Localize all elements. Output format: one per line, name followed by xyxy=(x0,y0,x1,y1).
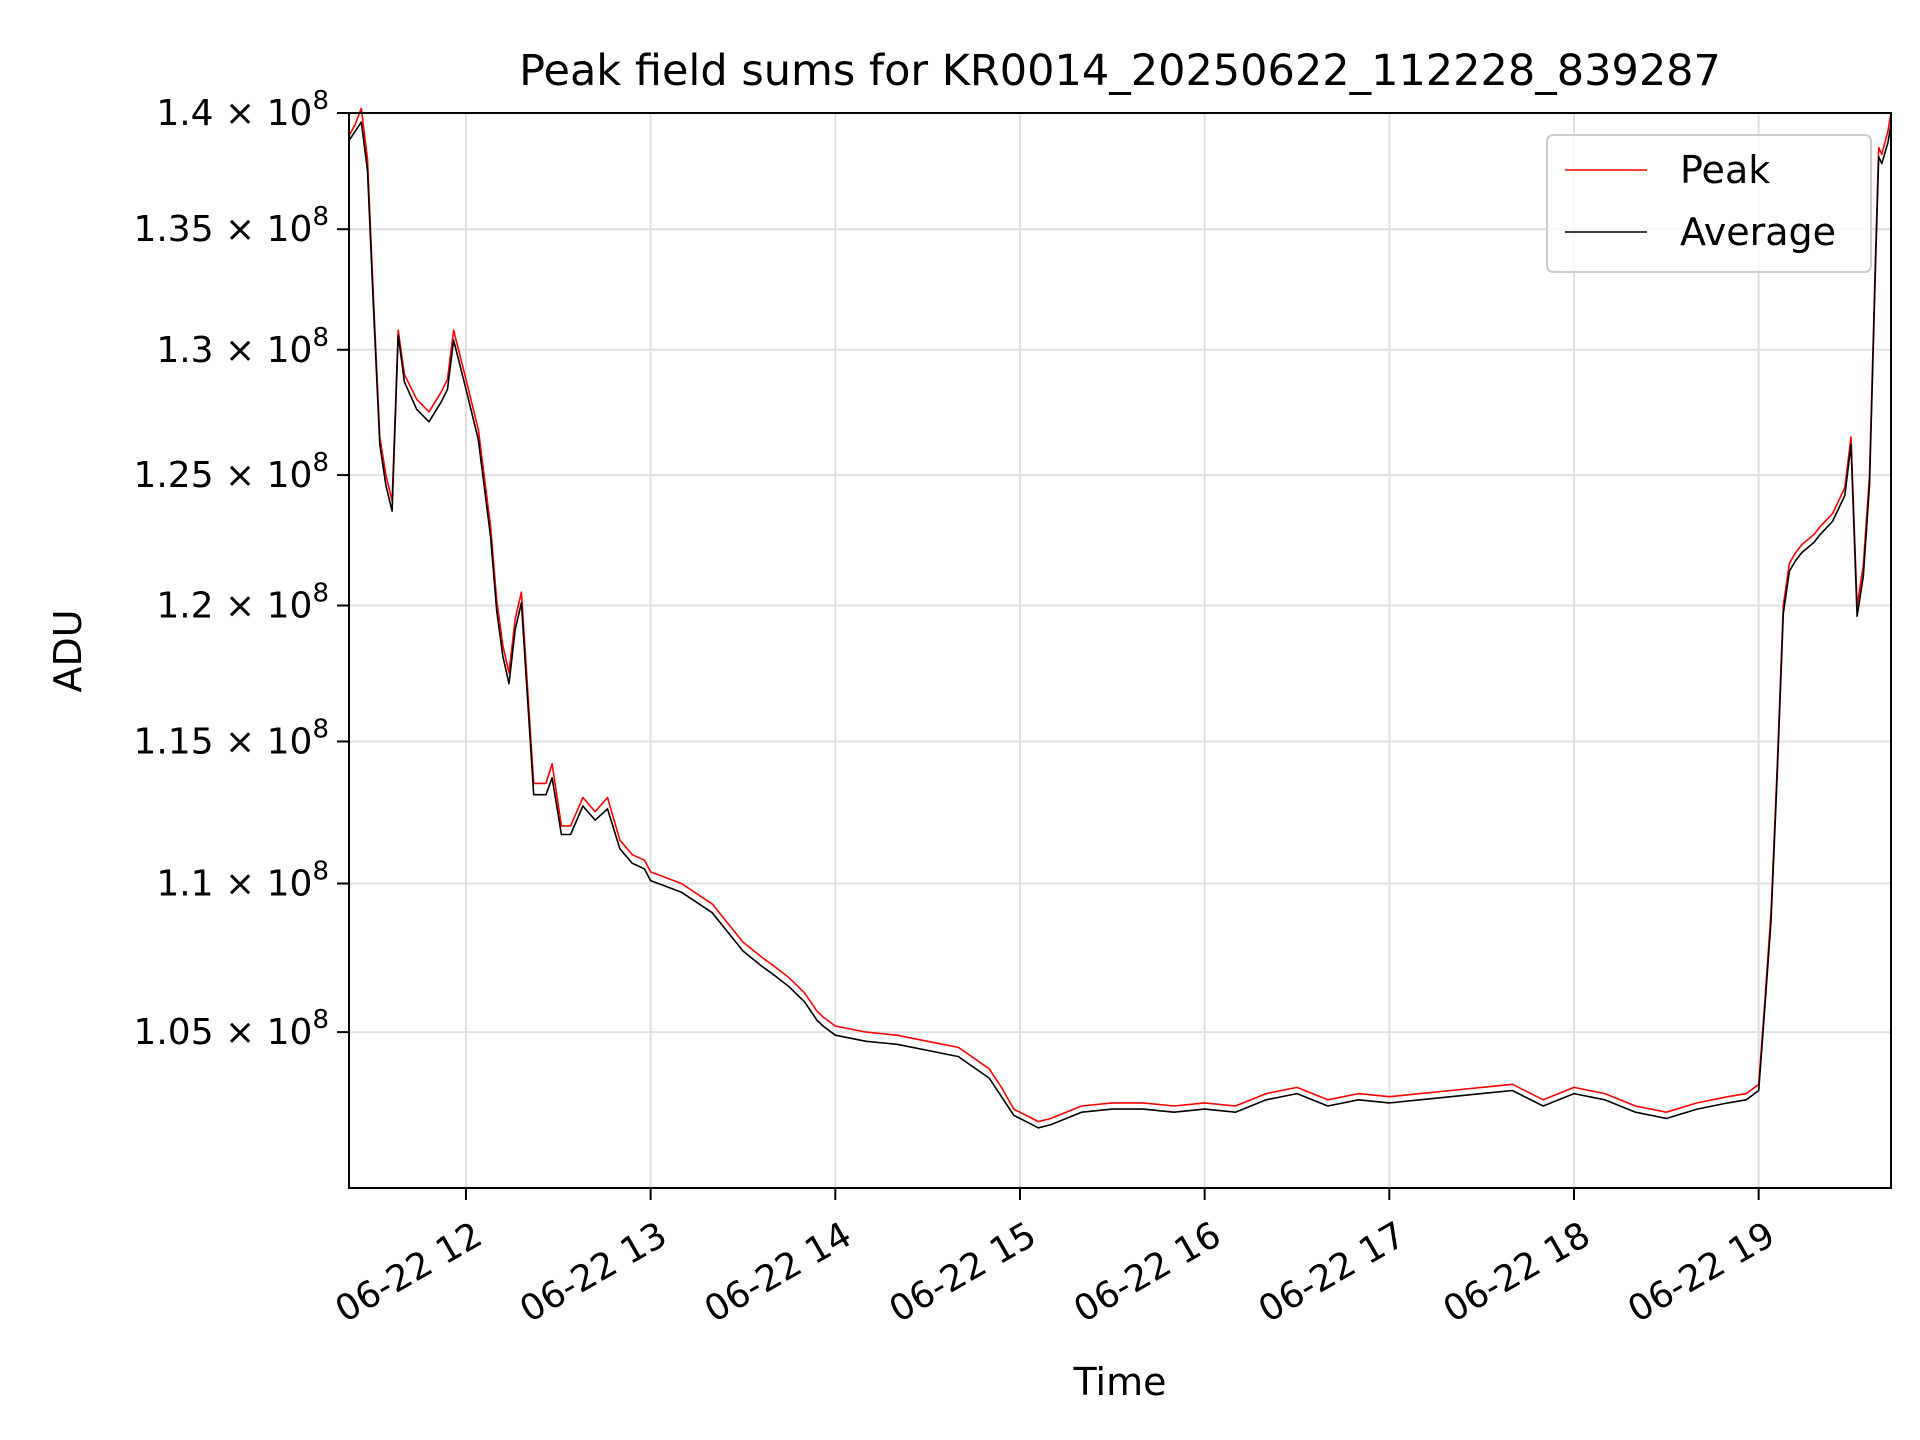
y-tick-label: 1.35 × 108 xyxy=(133,202,329,250)
y-tick-label: 1.05 × 108 xyxy=(133,1005,329,1053)
y-tick-label: 1.3 × 108 xyxy=(156,323,329,371)
y-tick-label: 1.1 × 108 xyxy=(156,856,329,904)
y-axis-ticks: 1.05 × 108 1.1 × 108 1.15 × 108 1.2 × 108 1.… xyxy=(133,86,349,1053)
legend-label-peak: Peak xyxy=(1680,148,1770,192)
legend: Peak Average xyxy=(1546,134,1872,273)
y-axis-label: ADU xyxy=(46,609,90,692)
legend-label-average: Average xyxy=(1680,210,1836,254)
grid xyxy=(349,112,1891,1188)
y-tick-label: 1.15 × 108 xyxy=(133,714,329,762)
series-lines xyxy=(348,107,1892,1129)
series-line-peak xyxy=(348,107,1892,1123)
plot-area-frame xyxy=(348,112,1892,1189)
chart-title: Peak field sums for KR0014_20250622_1122… xyxy=(519,46,1721,96)
y-tick-label: 1.25 × 108 xyxy=(133,448,329,496)
series-line-average xyxy=(348,121,1892,1129)
y-tick-label: 1.2 × 108 xyxy=(156,578,329,626)
y-tick-label: 1.4 × 108 xyxy=(156,86,329,134)
x-axis-label: Time xyxy=(1073,1360,1167,1404)
